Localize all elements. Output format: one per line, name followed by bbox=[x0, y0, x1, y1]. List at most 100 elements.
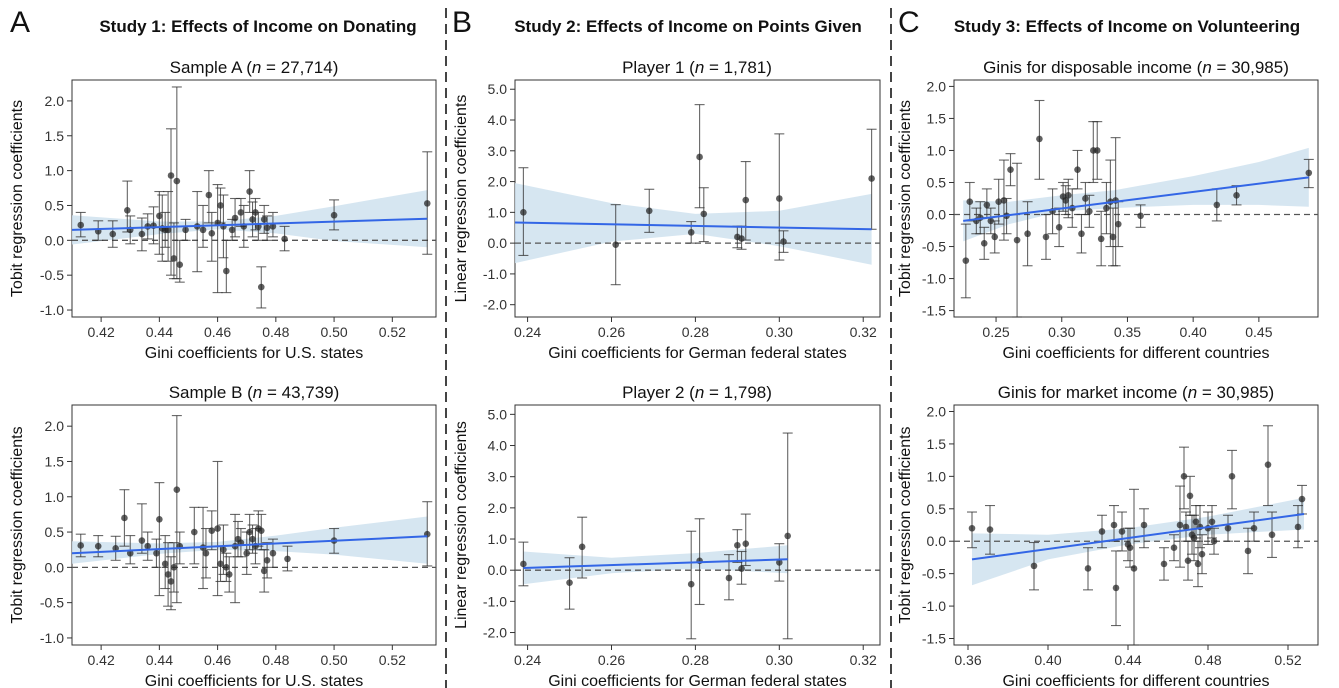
data-point bbox=[124, 207, 131, 214]
data-point bbox=[138, 537, 146, 544]
regression-line bbox=[71, 535, 428, 555]
y-tick-label: -1.5 bbox=[922, 303, 946, 319]
data-point bbox=[1098, 528, 1106, 535]
chart-panel-1: Sample A (n = 27,714) 0.42 0.44 0.46 0.48 0.5… bbox=[9, 58, 437, 362]
data-point bbox=[612, 241, 619, 248]
y-tick-label: -0.5 bbox=[922, 566, 946, 582]
x-tick-label: 0.44 bbox=[146, 652, 173, 668]
y-tick-label: 2.0 bbox=[927, 403, 947, 419]
data-point bbox=[1192, 518, 1200, 526]
x-tick-label: 0.32 bbox=[850, 324, 877, 340]
data-point bbox=[112, 544, 119, 552]
regression-line bbox=[71, 217, 428, 231]
data-point bbox=[269, 223, 277, 230]
x-tick-label: 0.50 bbox=[320, 324, 347, 340]
subtitle-text: Player 1 ( bbox=[622, 58, 695, 77]
x-axis-label: Gini coefficients for German federal sta… bbox=[548, 673, 847, 688]
x-tick-label: 0.24 bbox=[514, 324, 541, 340]
data-point bbox=[1036, 135, 1043, 143]
y-tick-label: 2.0 bbox=[488, 174, 508, 190]
data-point bbox=[1114, 220, 1122, 228]
panel-subtitle: Sample A (n = 27,714) bbox=[170, 58, 339, 77]
regression-line bbox=[514, 221, 872, 231]
data-point bbox=[156, 516, 163, 523]
panel-subtitle: Ginis for market income (n = 30,985) bbox=[998, 383, 1274, 402]
data-point bbox=[1298, 495, 1306, 503]
subtitle-text: Ginis for market income ( bbox=[998, 383, 1188, 402]
subtitle-text: = 27,714) bbox=[261, 58, 338, 77]
y-tick-label: 2.0 bbox=[45, 418, 65, 434]
x-tick-label: 0.50 bbox=[320, 652, 347, 668]
data-point bbox=[776, 559, 783, 566]
data-point bbox=[249, 535, 256, 543]
data-point bbox=[687, 580, 695, 588]
y-tick-label: 1.5 bbox=[45, 128, 65, 144]
data-point bbox=[1213, 201, 1221, 209]
data-point bbox=[1103, 204, 1110, 212]
data-point bbox=[284, 555, 291, 563]
data-point bbox=[164, 571, 172, 578]
data-point bbox=[725, 574, 733, 582]
data-point bbox=[173, 177, 181, 185]
study-3-title: Study 3: Effects of Income on Volunteeri… bbox=[954, 17, 1300, 36]
data-point bbox=[1118, 528, 1126, 535]
data-point bbox=[1109, 233, 1117, 241]
data-point bbox=[1042, 233, 1050, 241]
data-point bbox=[1082, 195, 1089, 202]
y-tick-label: 1.0 bbox=[488, 531, 508, 547]
subtitle-text: = 30,985) bbox=[1197, 383, 1274, 402]
y-tick-label: 0.5 bbox=[927, 501, 947, 517]
data-point bbox=[1130, 565, 1138, 572]
x-tick-label: 0.42 bbox=[87, 324, 114, 340]
data-point bbox=[170, 564, 178, 571]
y-tick-label: -1.0 bbox=[40, 302, 64, 318]
data-point bbox=[243, 549, 251, 557]
y-tick-label: -0.5 bbox=[40, 595, 64, 611]
x-tick-label: 0.48 bbox=[262, 652, 289, 668]
chart-panel-5: Ginis for disposable income (n = 30,985)… bbox=[897, 58, 1319, 362]
y-tick-label: -2.0 bbox=[483, 297, 507, 313]
data-point bbox=[1180, 473, 1188, 480]
data-point bbox=[164, 226, 172, 234]
data-point bbox=[1170, 544, 1178, 552]
data-point bbox=[205, 191, 213, 199]
x-tick-label: 0.30 bbox=[766, 652, 793, 668]
y-tick-label: -1.0 bbox=[922, 598, 946, 614]
y-tick-label: 4.0 bbox=[488, 112, 508, 128]
data-point bbox=[156, 212, 163, 220]
subtitle-text: = 1,798) bbox=[704, 383, 772, 402]
data-point bbox=[269, 549, 277, 557]
x-tick-label: 0.36 bbox=[954, 652, 981, 668]
y-tick-label: 0.0 bbox=[488, 562, 508, 578]
subtitle-text: Sample A ( bbox=[170, 58, 253, 77]
data-point bbox=[1198, 550, 1206, 558]
y-tick-label: 0.0 bbox=[45, 232, 65, 248]
data-point bbox=[742, 540, 750, 548]
confidence-band bbox=[523, 545, 788, 585]
data-point bbox=[1084, 565, 1092, 572]
data-point bbox=[1112, 584, 1120, 592]
data-point bbox=[983, 201, 991, 209]
data-point bbox=[742, 196, 750, 204]
data-point bbox=[208, 527, 216, 534]
subtitle-n: n bbox=[252, 58, 261, 77]
data-point bbox=[784, 532, 792, 540]
x-tick-label: 0.48 bbox=[262, 324, 289, 340]
data-point bbox=[257, 527, 265, 534]
data-point bbox=[231, 214, 239, 222]
data-point bbox=[962, 257, 970, 264]
data-point bbox=[1013, 236, 1021, 244]
y-tick-label: -1.0 bbox=[922, 271, 946, 287]
data-point bbox=[1140, 521, 1148, 529]
x-tick-label: 0.46 bbox=[204, 652, 231, 668]
data-point bbox=[1244, 547, 1252, 555]
x-axis-label: Gini coefficients for different countrie… bbox=[1002, 673, 1269, 688]
data-point bbox=[173, 486, 181, 494]
data-point bbox=[1160, 560, 1168, 568]
y-tick-label: 0.5 bbox=[45, 197, 65, 213]
panel-letter-a: A bbox=[10, 6, 30, 39]
data-point bbox=[1126, 544, 1134, 552]
subtitle-n: n bbox=[695, 383, 704, 402]
data-point bbox=[520, 560, 527, 568]
subtitle-text: Player 2 ( bbox=[622, 383, 695, 402]
